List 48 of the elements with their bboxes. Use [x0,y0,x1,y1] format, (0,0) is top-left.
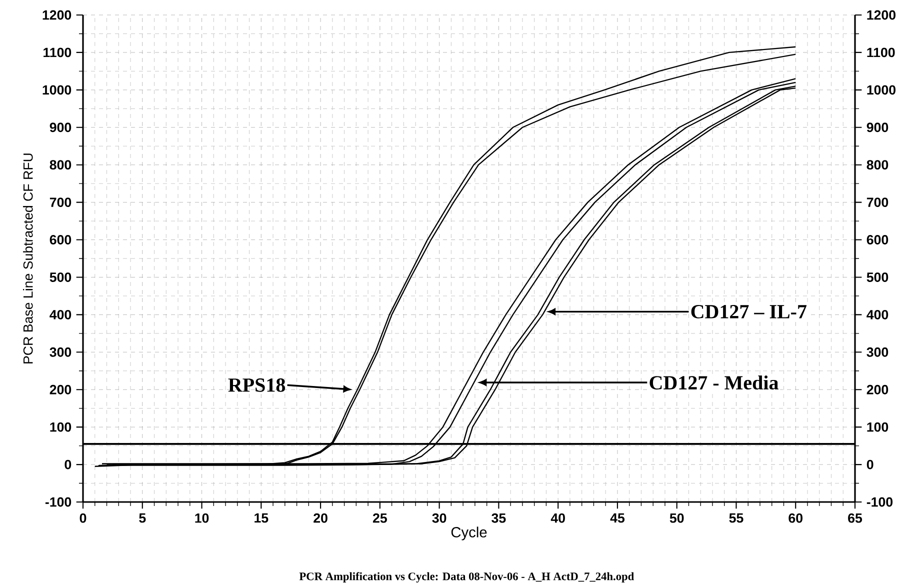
y2-tick-label: 0 [866,460,874,470]
y2-tick-label: 1100 [867,48,895,58]
y-axis-title: PCR Base Line Subtracted CF RFU [23,154,33,364]
x-tick-label: 30 [432,513,446,523]
y2-tick-label: 300 [866,347,888,357]
x-tick-label: 50 [670,513,684,523]
y2-tick-label: 1000 [867,85,896,95]
y-tick-label: 600 [50,235,72,244]
y-tick-label: 0 [64,460,72,470]
y-tick-label: 200 [50,384,72,394]
x-tick-label: 60 [788,513,802,523]
y-tick-label: 400 [50,310,72,320]
x-tick-label: 55 [729,513,744,523]
y-tick-label: 1000 [42,85,72,95]
y-tick-label: 1100 [44,48,72,58]
y-tick-label: 100 [50,422,72,432]
y2-tick-label: 600 [866,235,888,244]
y2-tick-label: 500 [866,272,888,282]
y-tick-label: 700 [50,198,72,208]
x-tick-label: 10 [195,513,209,523]
annotation: CD127 - Media [650,375,778,390]
y-tick-label: 300 [50,347,72,357]
text: PCR Amplification vs Cycle: Data 08-Nov-06 - A_H ActD_7_24h.opd [299,572,634,583]
x-tick-label: 45 [610,513,625,523]
y2-tick-label: 700 [866,198,888,208]
annotation: RPS18 [228,378,286,392]
y-tick-label: 1200 [42,10,72,20]
x-tick-label: 25 [372,513,387,523]
y-tick-label: 500 [50,272,72,282]
x-tick-label: 35 [492,513,506,523]
y-tick-label: 900 [50,122,72,132]
y2-tick-label: 200 [866,384,888,394]
x-tick-label: 5 [139,513,146,523]
x-tick-label: 20 [314,513,328,523]
y2-tick-label: 800 [866,160,888,170]
y2-tick-label: -100 [866,497,893,507]
y2-tick-label: 400 [866,310,888,320]
x-tick-label: 65 [848,513,862,523]
annotation: CD127 – IL-7 [691,304,806,318]
y-tick-label: -100 [45,497,72,507]
x-axis-title: Cycle [451,526,487,540]
x-tick-label: 40 [550,513,565,523]
y2-tick-label: 1200 [867,10,896,20]
y2-tick-label: 900 [866,122,888,132]
y2-tick-label: 100 [867,422,888,432]
x-tick-label: 15 [254,513,268,523]
y-tick-label: 800 [50,160,72,170]
x-tick-label: 0 [80,513,86,523]
